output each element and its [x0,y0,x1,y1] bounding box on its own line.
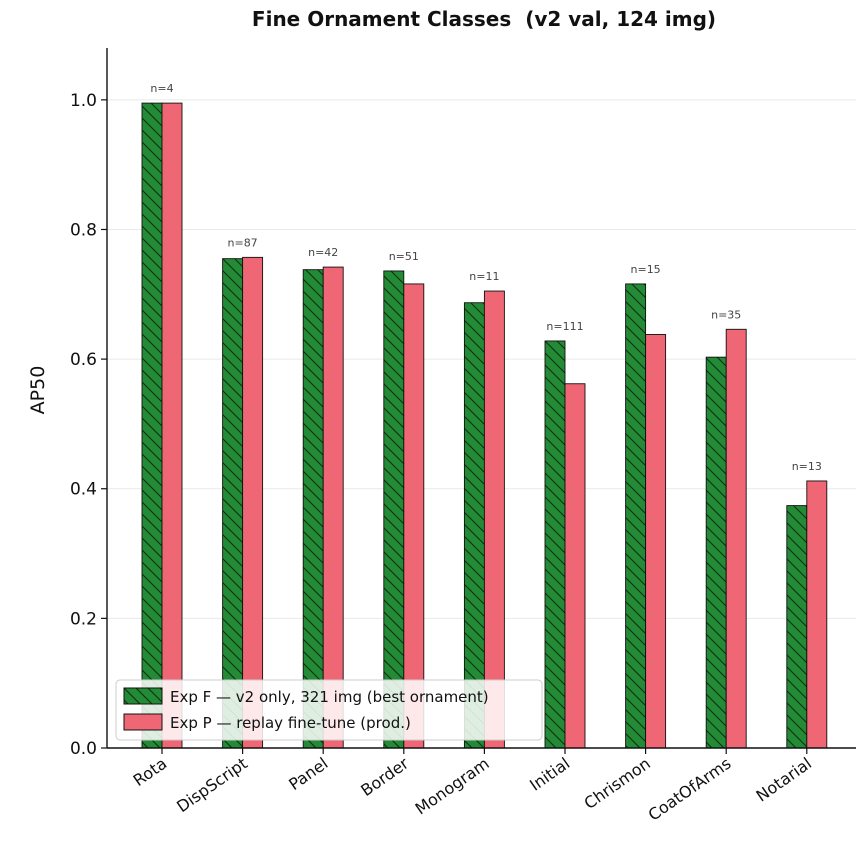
y-tick-label: 0.4 [70,480,97,500]
bar-exp-p-chrismon [645,334,667,749]
bar-exp-p-border [403,283,425,749]
legend-label-exp-p: Exp P — replay fine-tune (prod.) [170,714,411,732]
bar-exp-p-notarial [806,480,828,749]
y-tick-label: 0.8 [70,220,97,240]
count-label: n=15 [631,263,661,276]
y-tick-label: 0.0 [70,739,97,759]
y-tick-label: 0.2 [70,609,97,629]
bar-exp-p-rota [161,102,183,749]
y-axis-label: AP50 [27,366,49,415]
legend-swatch-exp-p [123,713,163,731]
bars [141,102,828,749]
bar-exp-p-dispscript [242,256,264,749]
x-tick-label: Chrismon [581,754,654,813]
legend-label-exp-f: Exp F — v2 only, 321 img (best ornament) [170,688,489,706]
bar-exp-p-coatofarms [725,328,747,749]
bar-exp-f-panel [302,269,324,749]
bar-exp-f-dispscript [222,258,244,749]
count-label: n=42 [308,246,338,259]
axes [106,48,856,749]
x-tick-label: CoatOfArms [645,754,735,825]
bar-exp-f-chrismon [625,283,647,749]
x-tick-label: Notarial [753,754,816,806]
legend: Exp F — v2 only, 321 img (best ornament)… [115,679,543,741]
y-tick-label: 0.6 [70,350,97,370]
bar-exp-f-coatofarms [705,356,727,749]
x-tick-label: Initial [526,754,573,795]
count-label: n=11 [469,270,499,283]
bar-exp-f-initial [544,340,566,749]
count-labels: n=4 n=87 n=42 n=51 n=11 n=111 n=15 n=35 n=13 [150,82,821,473]
bar-exp-p-monogram [483,290,505,749]
x-tick-label: Rota [130,754,171,790]
chart-title: Fine Ornament Classes (v2 val, 124 img) [252,7,716,31]
x-tick-label: Panel [285,754,331,794]
count-label: n=51 [389,250,419,263]
count-label: n=35 [711,308,741,321]
bar-exp-f-rota [141,102,163,749]
bar-exp-p-panel [322,266,344,749]
count-label: n=111 [546,320,583,333]
count-label: n=13 [792,460,822,473]
x-tick-label: Border [357,753,412,800]
x-tick-label: DispScript [173,754,251,816]
bar-exp-f-notarial [786,505,808,749]
y-ticks: 0.0 0.2 0.4 0.6 0.8 1.0 [70,91,107,759]
count-label: n=4 [150,82,173,95]
bar-exp-f-border [383,270,405,749]
y-tick-label: 1.0 [70,91,97,111]
count-label: n=87 [228,236,258,249]
legend-swatch-exp-f [123,687,163,705]
bar-exp-p-initial [564,383,586,749]
x-ticks: Rota DispScript Panel Border Monogram Initial… [130,748,815,825]
legend-box [115,679,543,741]
x-tick-label: Monogram [412,754,493,819]
